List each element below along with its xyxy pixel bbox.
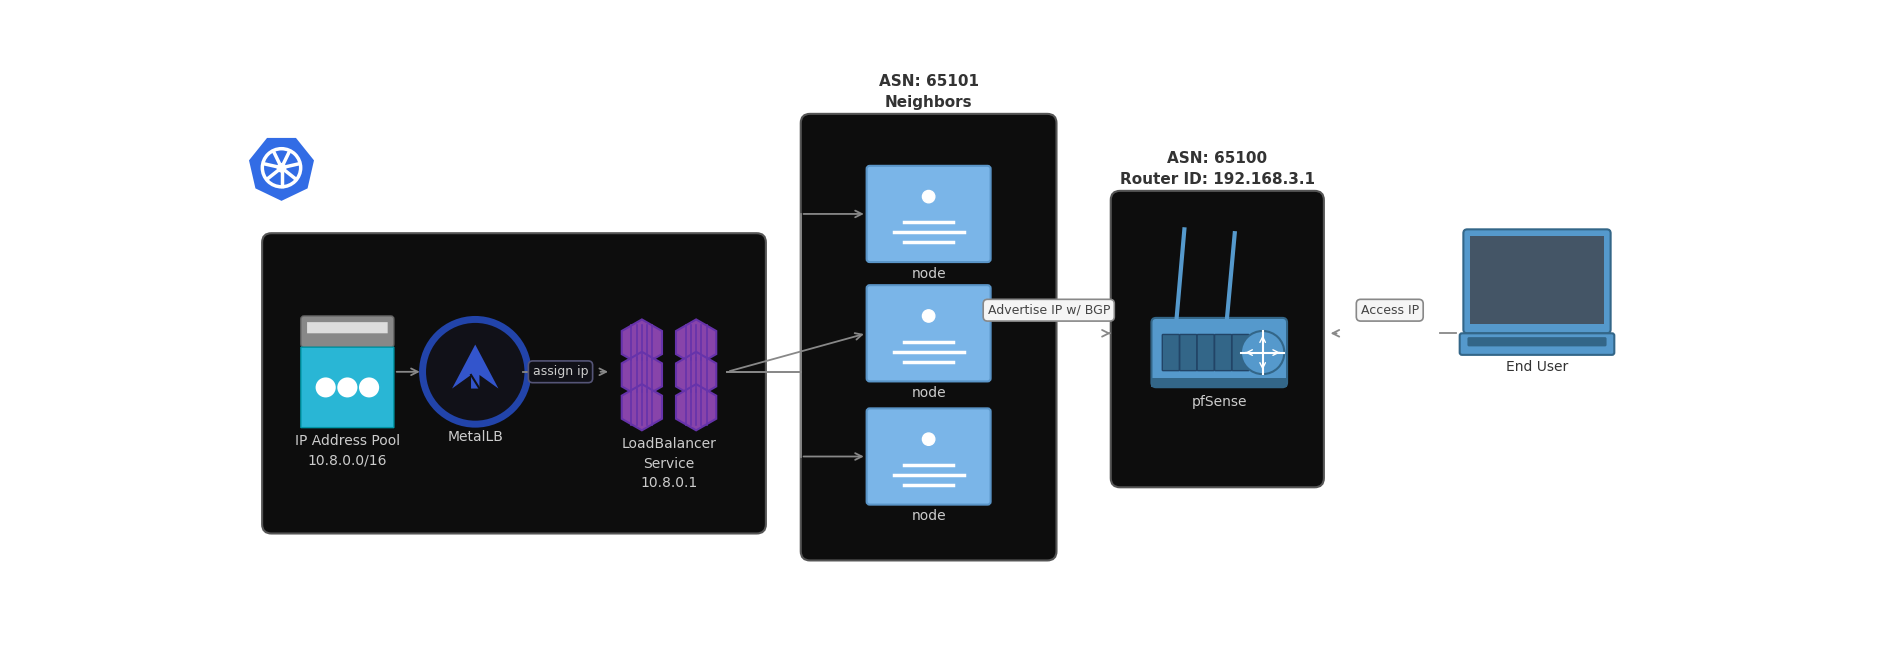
Circle shape — [278, 164, 286, 172]
Text: Advertise IP w/ BGP: Advertise IP w/ BGP — [987, 304, 1109, 317]
FancyBboxPatch shape — [1111, 191, 1324, 487]
FancyBboxPatch shape — [1468, 337, 1607, 346]
Circle shape — [359, 378, 380, 397]
Circle shape — [423, 319, 528, 424]
Text: ASN: 65100
Router ID: 192.168.3.1: ASN: 65100 Router ID: 192.168.3.1 — [1120, 151, 1314, 187]
FancyBboxPatch shape — [1151, 378, 1288, 387]
Circle shape — [337, 378, 357, 397]
FancyBboxPatch shape — [867, 285, 991, 381]
Circle shape — [923, 191, 934, 203]
FancyBboxPatch shape — [1181, 335, 1198, 371]
Polygon shape — [248, 137, 316, 203]
FancyBboxPatch shape — [301, 347, 395, 428]
FancyBboxPatch shape — [1214, 335, 1231, 371]
Polygon shape — [677, 384, 716, 430]
Circle shape — [1241, 331, 1284, 374]
FancyBboxPatch shape — [301, 316, 395, 347]
Polygon shape — [451, 345, 498, 389]
FancyBboxPatch shape — [1198, 335, 1214, 371]
Text: MetalLB: MetalLB — [447, 430, 504, 444]
FancyBboxPatch shape — [1459, 333, 1615, 355]
Text: pfSense: pfSense — [1192, 395, 1246, 409]
Polygon shape — [622, 319, 662, 366]
Text: node: node — [912, 510, 946, 523]
Circle shape — [923, 310, 934, 322]
Text: Access IP: Access IP — [1361, 304, 1419, 317]
FancyBboxPatch shape — [867, 166, 991, 262]
FancyBboxPatch shape — [306, 322, 387, 333]
Text: ASN: 65101
Neighbors: ASN: 65101 Neighbors — [878, 74, 979, 110]
Text: assign ip: assign ip — [532, 365, 588, 378]
Text: LoadBalancer
Service
10.8.0.1: LoadBalancer Service 10.8.0.1 — [622, 437, 716, 490]
Text: End User: End User — [1506, 360, 1568, 374]
FancyBboxPatch shape — [261, 233, 765, 533]
Text: IP Address Pool
10.8.0.0/16: IP Address Pool 10.8.0.0/16 — [295, 434, 400, 467]
FancyBboxPatch shape — [1151, 318, 1288, 387]
FancyBboxPatch shape — [1162, 335, 1179, 371]
FancyBboxPatch shape — [867, 409, 991, 505]
Circle shape — [923, 433, 934, 446]
Circle shape — [316, 378, 337, 397]
Text: node: node — [912, 386, 946, 400]
FancyBboxPatch shape — [801, 114, 1057, 560]
Polygon shape — [622, 352, 662, 398]
Text: node: node — [912, 267, 946, 280]
FancyBboxPatch shape — [1231, 335, 1248, 371]
Polygon shape — [677, 352, 716, 398]
FancyBboxPatch shape — [1470, 236, 1604, 324]
FancyBboxPatch shape — [1463, 230, 1611, 333]
Polygon shape — [677, 319, 716, 366]
Polygon shape — [622, 384, 662, 430]
